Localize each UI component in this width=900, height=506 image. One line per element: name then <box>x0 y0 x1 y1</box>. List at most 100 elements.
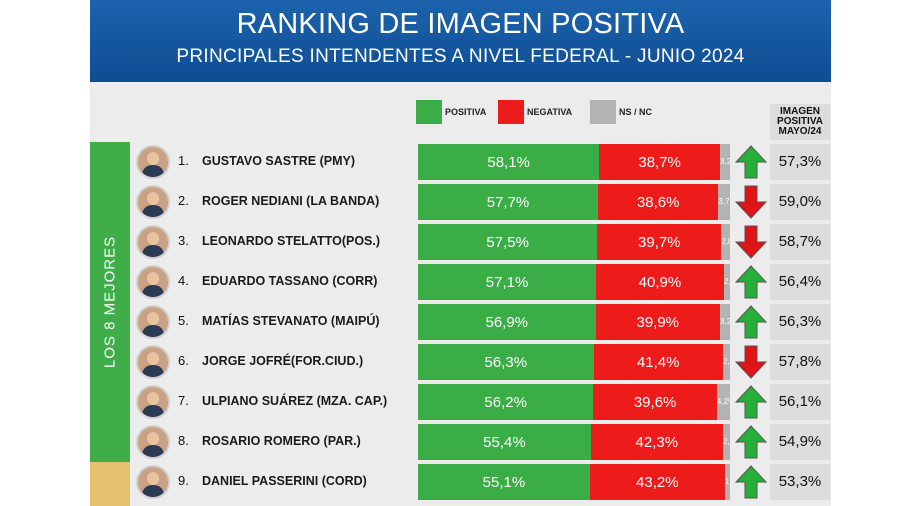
previous-month-value: 59,0% <box>770 184 830 220</box>
avatar-body <box>142 165 164 177</box>
previous-header-line-1: IMAGEN <box>780 106 820 117</box>
ranking-row-3: 3. LEONARDO STELATTO(POS.) 57,5% 39,7% 2,8% 5… <box>90 223 831 261</box>
trend-up-arrow-icon <box>734 465 768 499</box>
mayor-name: GUSTAVO SASTRE (PMY) <box>202 154 356 168</box>
bar-negativa: 39,6% <box>593 384 717 420</box>
arrow-shape <box>734 465 768 499</box>
avatar-head <box>147 152 159 165</box>
value-nsnc: 2,3% <box>722 357 730 366</box>
mayor-name: MATÍAS STEVANATO (MAIPÚ) <box>202 314 380 328</box>
value-negativa: 38,6% <box>636 194 680 211</box>
bar-negativa: 38,6% <box>598 184 719 220</box>
avatar-body <box>142 325 164 337</box>
rank-number: 6. <box>178 353 189 368</box>
mayor-name: LEONARDO STELATTO(POS.) <box>202 234 381 248</box>
avatar-head <box>147 472 159 485</box>
previous-month-value: 53,3% <box>770 464 830 500</box>
avatar-body <box>142 445 164 457</box>
legend-swatch-negativa <box>498 100 524 124</box>
previous-month-value: 56,3% <box>770 304 830 340</box>
bar-positiva: 56,2% <box>418 384 594 420</box>
bar-positiva: 55,4% <box>418 424 591 460</box>
trend-up-arrow-icon <box>734 145 768 179</box>
bar-positiva: 56,3% <box>418 344 594 380</box>
value-negativa: 39,6% <box>633 394 677 411</box>
avatar <box>136 265 170 299</box>
mayor-name: JORGE JOFRÉ(FOR.CIUD.) <box>202 354 364 368</box>
mayor-name: ROSARIO ROMERO (PAR.) <box>202 434 361 448</box>
avatar-head <box>147 312 159 325</box>
avatar <box>136 185 170 219</box>
bar-positiva: 57,5% <box>418 224 598 260</box>
mayor-name: ROGER NEDIANI (LA BANDA) <box>202 194 380 208</box>
legend-swatch-nsnc <box>590 100 616 124</box>
value-positiva: 57,7% <box>486 194 530 211</box>
mayor-name: DANIEL PASSERINI (CORD) <box>202 474 367 488</box>
bar-negativa: 39,7% <box>597 224 722 260</box>
value-positiva: 57,5% <box>486 234 529 251</box>
trend-up-arrow-icon <box>734 265 768 299</box>
value-positiva: 57,1% <box>485 274 529 291</box>
bar-nsnc: 2,0% <box>723 264 730 300</box>
value-nsnc: 2,8% <box>721 237 730 246</box>
value-negativa: 42,3% <box>635 434 679 451</box>
ranking-row-5: 5. MATÍAS STEVANATO (MAIPÚ) 56,9% 39,9% 3,2%… <box>90 303 831 341</box>
avatar-head <box>147 272 159 285</box>
avatar-head <box>147 432 159 445</box>
bar-positiva: 57,1% <box>418 264 597 300</box>
avatar <box>136 345 170 379</box>
legend-nsnc: NS / NC <box>590 100 652 124</box>
bar-nsnc: 2,3% <box>722 424 730 460</box>
value-negativa: 39,7% <box>638 234 681 251</box>
arrow-shape <box>734 425 768 459</box>
ranking-row-7: 7. ULPIANO SUÁREZ (MZA. CAP.) 56,2% 39,6% 4,… <box>90 383 831 421</box>
bar-positiva: 55,1% <box>418 464 590 500</box>
rank-number: 4. <box>178 273 189 288</box>
bar-negativa: 43,2% <box>589 464 725 500</box>
rank-number: 7. <box>178 393 189 408</box>
arrow-shape <box>734 185 768 219</box>
previous-header-line-3: MAYO/24 <box>778 126 822 137</box>
value-nsnc: 1,7% <box>724 477 730 486</box>
avatar <box>136 225 170 259</box>
trend-up-arrow-icon <box>734 425 768 459</box>
value-positiva: 55,4% <box>483 434 526 451</box>
value-nsnc: 2,3% <box>722 437 730 446</box>
value-nsnc: 2,0% <box>723 277 730 286</box>
trend-down-arrow-icon <box>734 185 768 219</box>
value-negativa: 40,9% <box>638 274 682 291</box>
value-nsnc: 4,2% <box>716 397 730 406</box>
value-positiva: 56,3% <box>484 354 528 371</box>
value-negativa: 41,4% <box>636 354 680 371</box>
avatar-head <box>147 192 159 205</box>
arrow-shape <box>734 265 768 299</box>
mayor-name: EDUARDO TASSANO (CORR) <box>202 274 378 288</box>
previous-month-value: 57,3% <box>770 144 830 180</box>
avatar <box>136 145 170 179</box>
previous-month-value: 54,9% <box>770 424 830 460</box>
bar-nsnc: 3,2% <box>720 144 730 180</box>
avatar-body <box>142 365 164 377</box>
chart-header: RANKING DE IMAGEN POSITIVA PRINCIPALES I… <box>90 0 831 82</box>
trend-down-arrow-icon <box>734 225 768 259</box>
bar-negativa: 40,9% <box>596 264 724 300</box>
chart-subtitle: PRINCIPALES INTENDENTES A NIVEL FEDERAL … <box>176 46 745 67</box>
avatar <box>136 385 170 419</box>
legend-swatch-positiva <box>416 100 442 124</box>
trend-down-arrow-icon <box>734 345 768 379</box>
bar-nsnc: 3,7% <box>718 184 730 220</box>
chart-frame: RANKING DE IMAGEN POSITIVA PRINCIPALES I… <box>90 0 831 506</box>
avatar-body <box>142 205 164 217</box>
avatar-body <box>142 245 164 257</box>
previous-month-value: 56,1% <box>770 384 830 420</box>
legend-negativa: NEGATIVA <box>498 100 572 124</box>
value-nsnc: 3,7% <box>718 197 730 206</box>
bar-negativa: 42,3% <box>590 424 723 460</box>
value-positiva: 55,1% <box>482 474 526 491</box>
legend-positiva: POSITIVA <box>416 100 486 124</box>
bar-positiva: 57,7% <box>418 184 599 220</box>
ranking-row-1: 1. GUSTAVO SASTRE (PMY) 58,1% 38,7% 3,2% 57,3… <box>90 143 831 181</box>
value-positiva: 56,9% <box>485 314 529 331</box>
trend-up-arrow-icon <box>734 305 768 339</box>
rank-number: 2. <box>178 193 189 208</box>
